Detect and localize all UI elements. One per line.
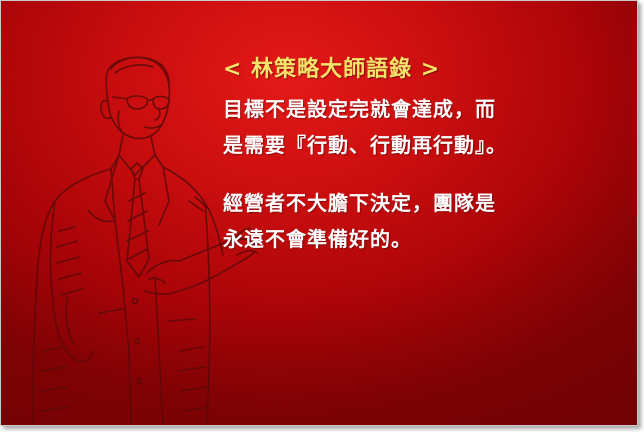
speaker-sketch-illustration [32, 56, 258, 424]
quote-line: 是需要『行動、行動再行動』。 [223, 133, 507, 157]
slide-frame: < 林策略大師語錄 > 目標不是設定完就會達成，而 是需要『行動、行動再行動』。… [0, 0, 638, 426]
quote-line: 目標不是設定完就會達成，而 [223, 97, 496, 121]
quote-section-title: < 林策略大師語錄 > [223, 57, 441, 82]
quote-block: 經營者不大膽下決定，團隊是 永遠不會準備好的。 [223, 185, 496, 257]
quote-block: 目標不是設定完就會達成，而 是需要『行動、行動再行動』。 [223, 91, 507, 163]
quote-line: 永遠不會準備好的。 [223, 227, 412, 251]
quote-line: 經營者不大膽下決定，團隊是 [223, 191, 496, 215]
